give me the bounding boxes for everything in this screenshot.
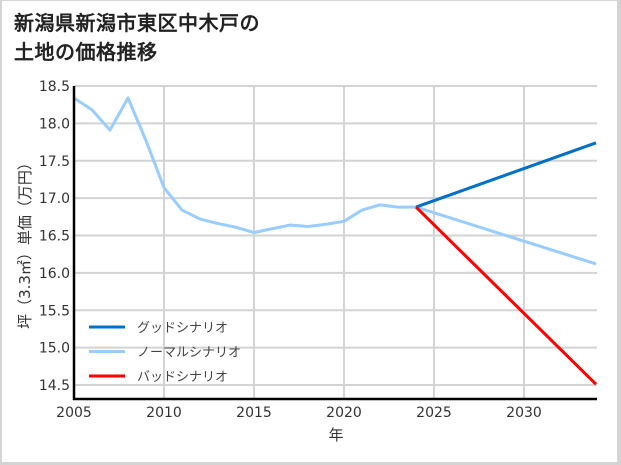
series-line xyxy=(414,206,598,386)
y-tick-label: 17.5 xyxy=(39,154,70,170)
legend-label: グッドシナリオ xyxy=(137,321,228,336)
y-axis-label: 坪（3.3㎡）単価（万円） xyxy=(16,155,34,329)
chart-title-line2: 土地の価格推移 xyxy=(14,40,158,64)
y-tick-label: 14.5 xyxy=(39,378,70,394)
legend-label: ノーマルシナリオ xyxy=(137,346,241,361)
x-tick-label: 2030 xyxy=(506,405,542,421)
x-tick-label: 2020 xyxy=(326,405,362,421)
grid-lines xyxy=(74,85,597,399)
y-tick-label: 18.5 xyxy=(39,79,70,95)
series-line xyxy=(73,96,597,266)
x-tick-label: 2005 xyxy=(56,405,92,421)
x-tick-labels: 2005 2010 2015 2020 2025 2030 xyxy=(56,405,542,421)
y-tick-label: 16.0 xyxy=(39,266,70,282)
chart-title: 新潟県新潟市東区中木戸の 土地の価格推移 xyxy=(14,9,260,67)
x-axis-label: 年 xyxy=(328,426,343,444)
data-series xyxy=(73,96,598,386)
x-tick-label: 2010 xyxy=(146,405,182,421)
y-tick-label: 17.0 xyxy=(39,191,70,207)
x-tick-label: 2015 xyxy=(236,405,272,421)
y-tick-label: 18.0 xyxy=(39,116,70,132)
y-tick-label: 15.5 xyxy=(39,303,70,319)
y-tick-labels: 14.5 15.0 15.5 16.0 16.5 17.0 17.5 18.0 18.5 xyxy=(39,79,70,394)
y-tick-label: 15.0 xyxy=(39,341,70,357)
y-tick-label: 16.5 xyxy=(39,229,70,245)
axes xyxy=(72,86,597,401)
series-line xyxy=(415,141,597,209)
x-tick-label: 2025 xyxy=(416,405,452,421)
legend-label: バッドシナリオ xyxy=(137,370,228,385)
chart-title-line1: 新潟県新潟市東区中木戸の xyxy=(14,11,260,35)
